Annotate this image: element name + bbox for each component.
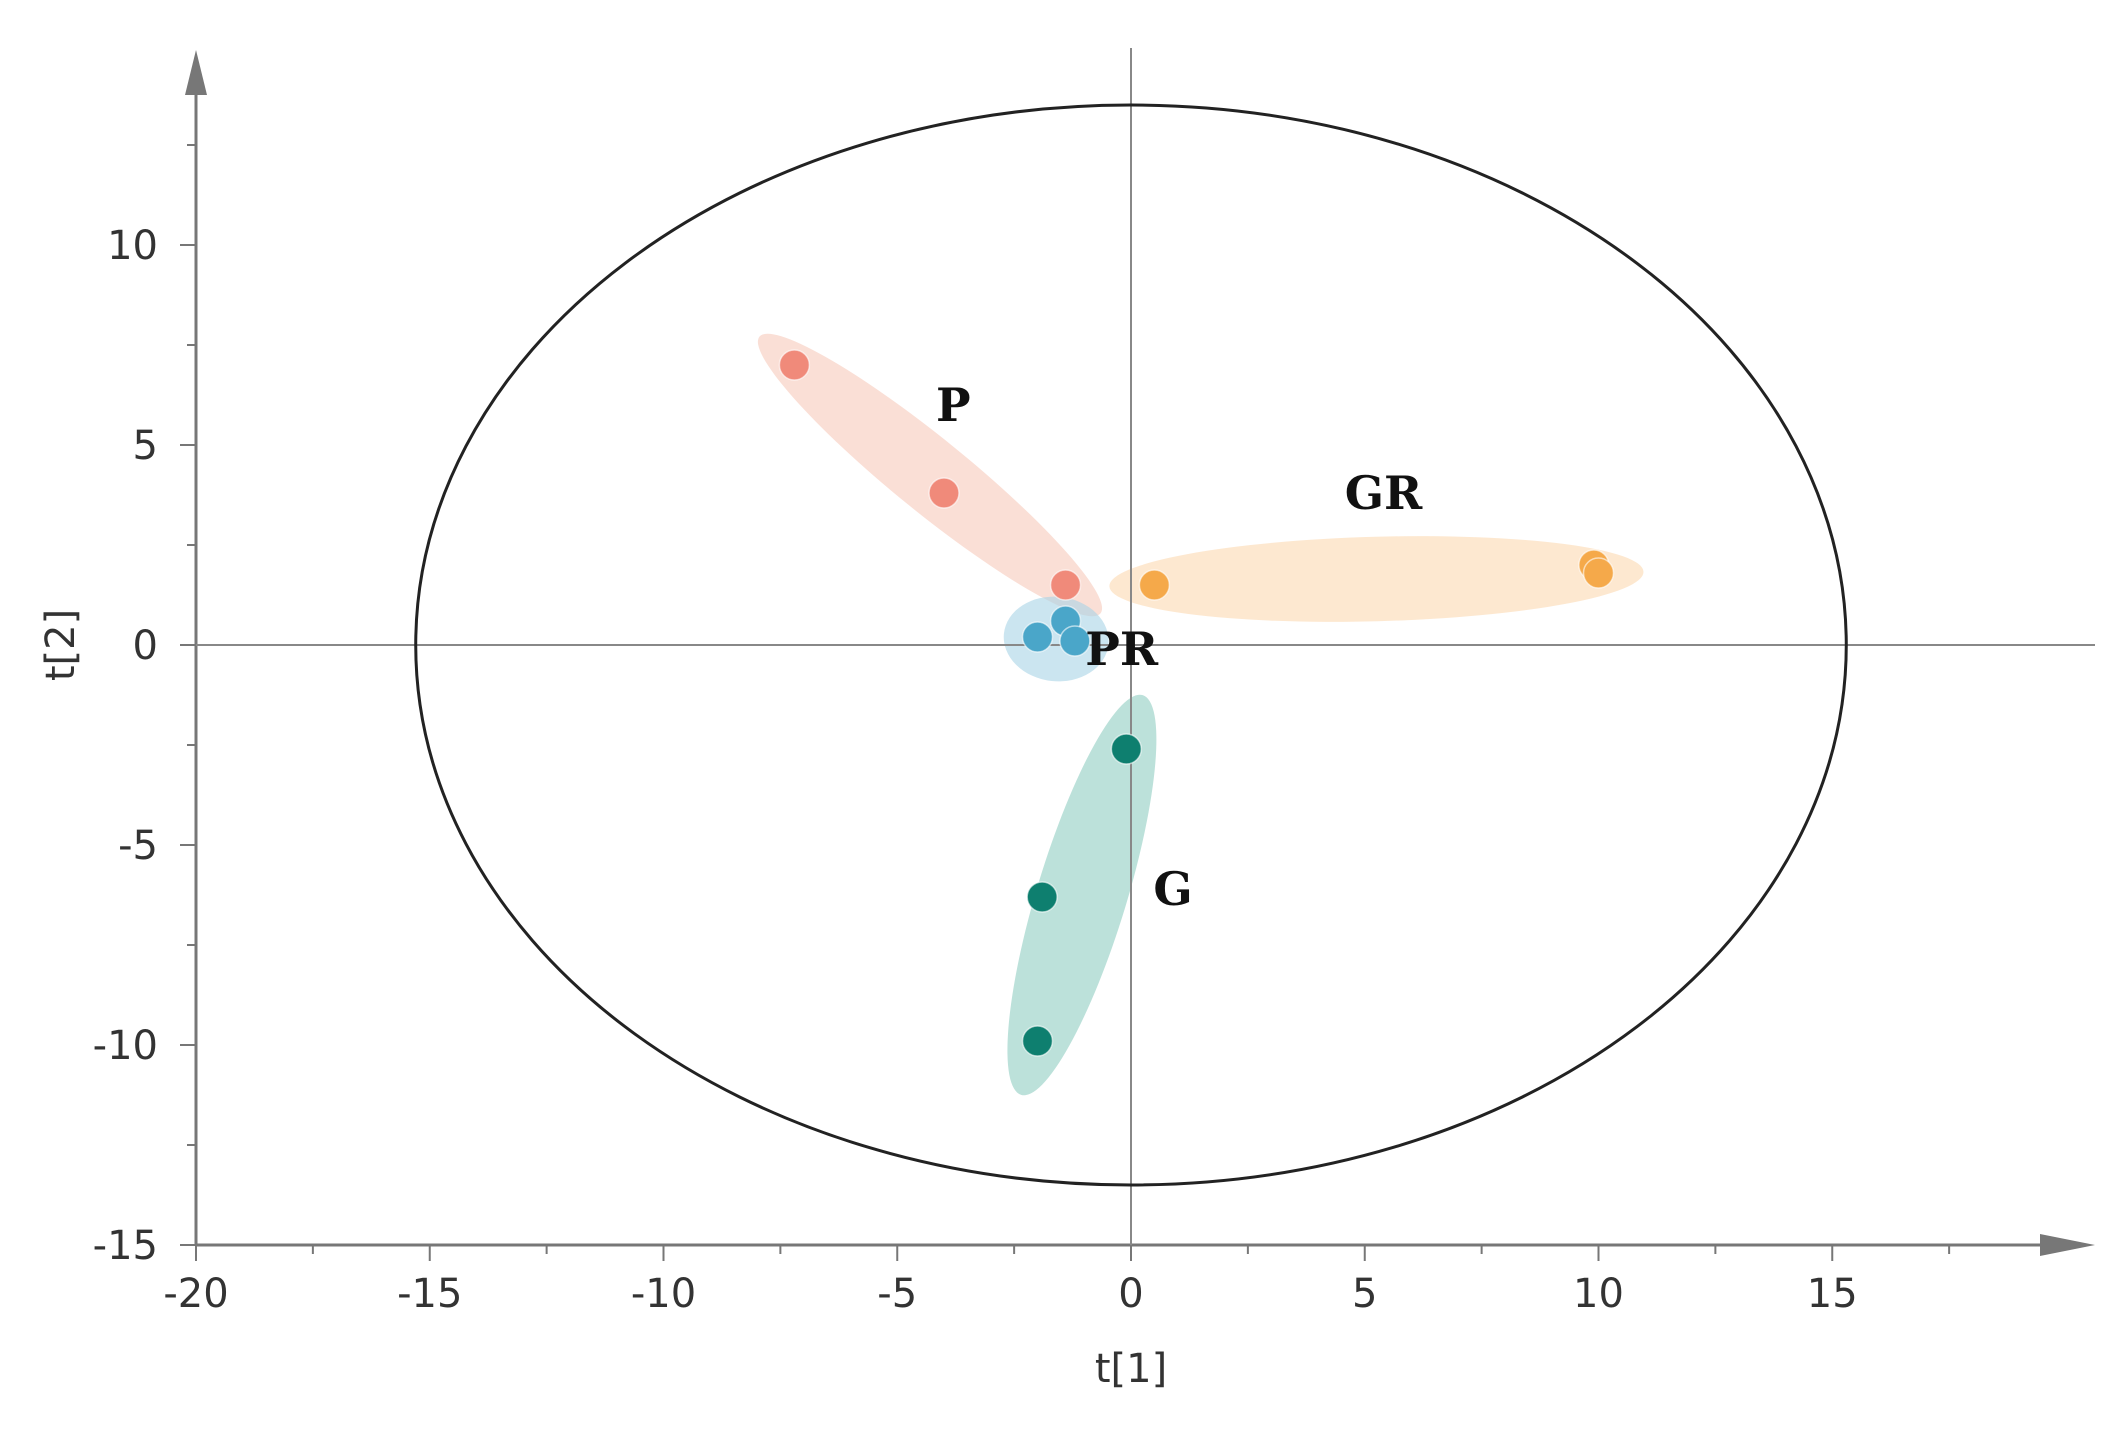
x-tick-label: -10 bbox=[631, 1271, 696, 1317]
data-point-p bbox=[928, 477, 960, 509]
x-tick-label: 5 bbox=[1352, 1271, 1377, 1317]
group-label-p: P bbox=[936, 378, 971, 432]
hotelling-t2-ellipse bbox=[414, 103, 1848, 1187]
group-labels: P PR GR G bbox=[936, 378, 1423, 916]
axes bbox=[180, 48, 2095, 1261]
data-point-p bbox=[1049, 569, 1082, 601]
data-point-pr bbox=[1059, 625, 1091, 657]
x-tick-label: -5 bbox=[877, 1271, 917, 1317]
group-label-g: G bbox=[1153, 862, 1192, 916]
hotelling-ellipse-layer bbox=[414, 103, 1848, 1187]
group-label-gr: GR bbox=[1345, 466, 1423, 520]
x-tick-label: 10 bbox=[1573, 1271, 1624, 1317]
x-tick-label: -20 bbox=[163, 1271, 228, 1317]
y-tick-label: -10 bbox=[93, 1023, 158, 1069]
data-point-gr bbox=[1582, 557, 1615, 589]
group-ellipse-pr bbox=[1003, 596, 1109, 682]
x-tick-label: 0 bbox=[1118, 1271, 1143, 1317]
y-tick-label: 10 bbox=[107, 223, 158, 269]
y-axis-title: t[2] bbox=[38, 609, 84, 681]
data-point-g bbox=[1026, 881, 1058, 913]
x-axis-title: t[1] bbox=[1095, 1346, 1167, 1392]
x-tick-label: 15 bbox=[1807, 1271, 1858, 1317]
data-point-p bbox=[778, 349, 811, 381]
group-ellipse-p bbox=[757, 333, 1103, 617]
data-point-g bbox=[1110, 733, 1143, 765]
data-point-g bbox=[1021, 1025, 1054, 1057]
y-tick-label: -5 bbox=[118, 823, 158, 869]
data-point-gr bbox=[1138, 569, 1171, 601]
group-ellipse-gr bbox=[1109, 536, 1644, 622]
group-ellipse-g bbox=[1007, 694, 1157, 1096]
y-tick-label: 5 bbox=[133, 423, 158, 469]
x-tick-label: -15 bbox=[397, 1271, 462, 1317]
data-points bbox=[778, 349, 1615, 1057]
y-axis-arrow bbox=[185, 50, 207, 95]
group-label-pr: PR bbox=[1085, 622, 1159, 676]
y-tick-label: -15 bbox=[93, 1223, 158, 1269]
x-axis-arrow bbox=[2040, 1234, 2095, 1256]
y-tick-label: 0 bbox=[133, 623, 158, 669]
group-ellipses bbox=[757, 333, 1644, 1096]
data-point-pr bbox=[1021, 621, 1054, 653]
